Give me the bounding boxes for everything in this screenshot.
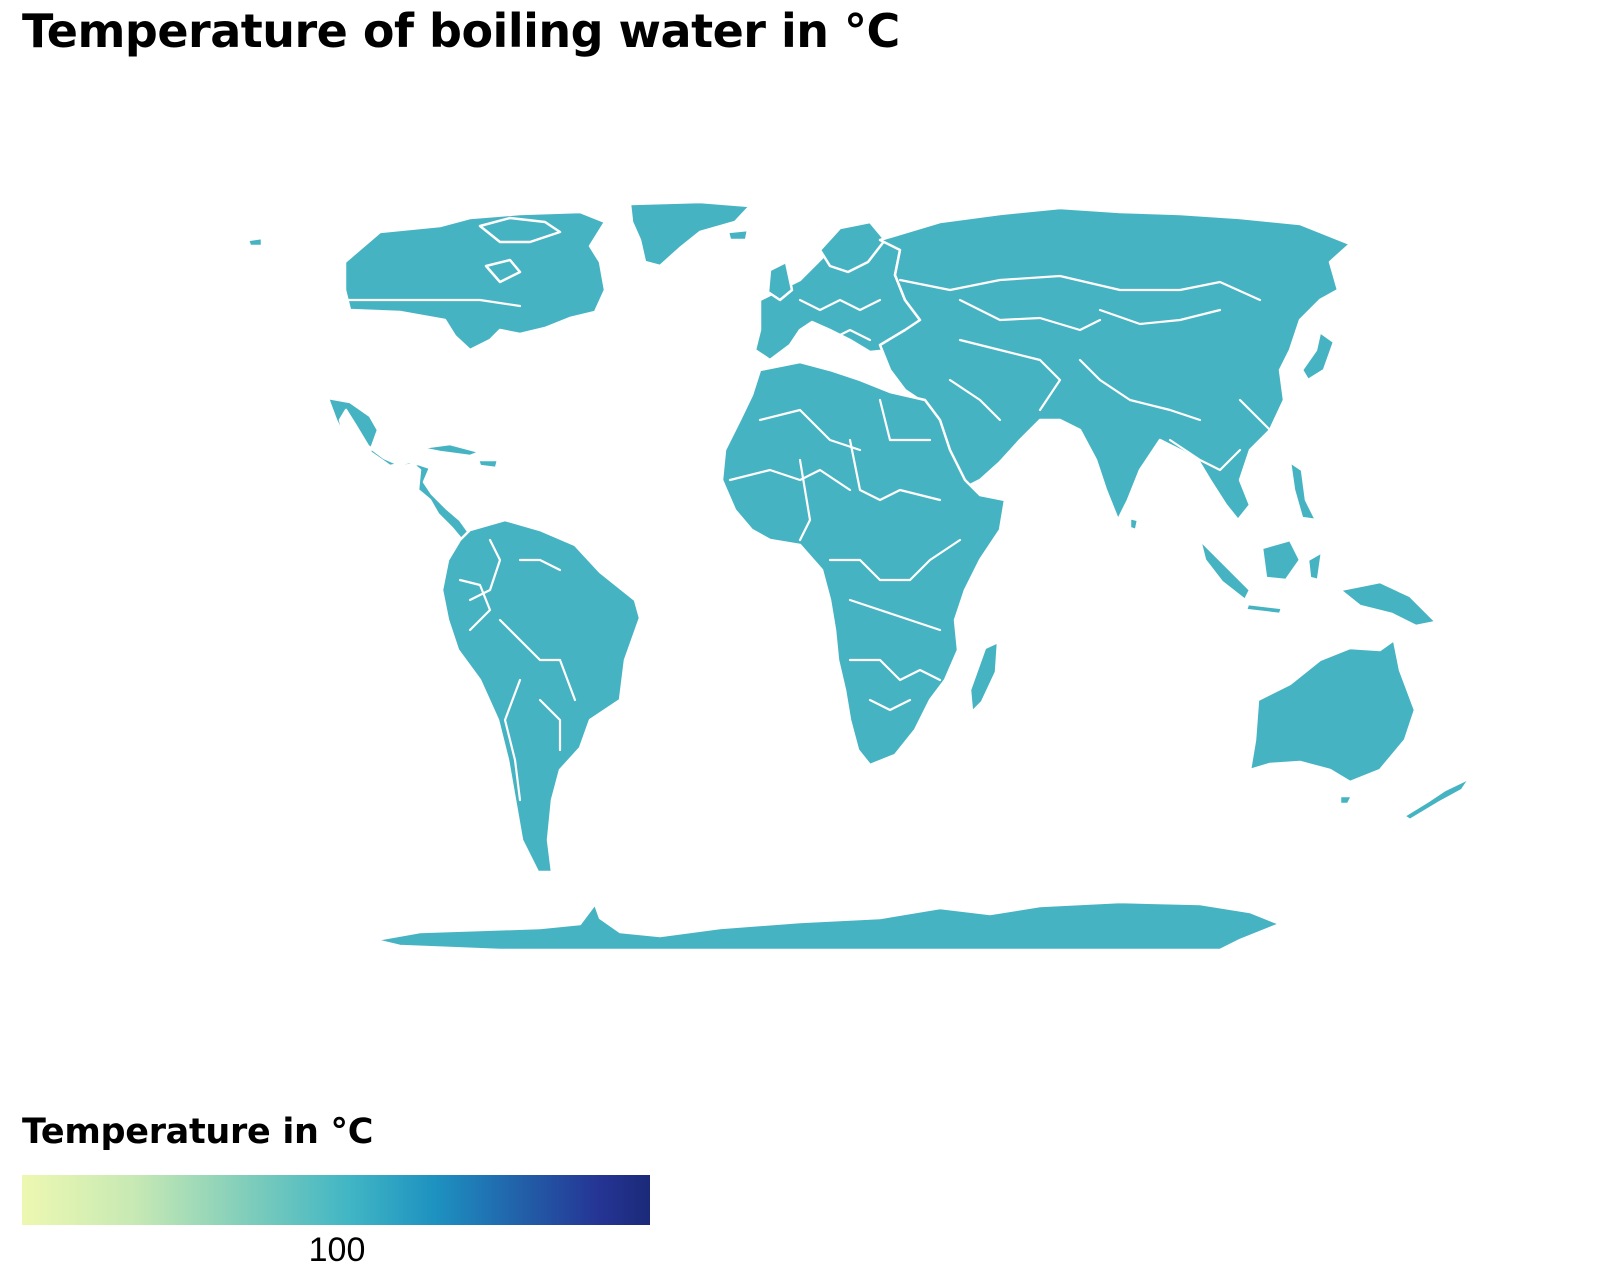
sumatra[interactable] [1198, 538, 1252, 602]
cuba[interactable] [418, 442, 482, 458]
arctic-islands[interactable] [478, 216, 562, 244]
scandinavia[interactable] [818, 220, 887, 274]
borneo[interactable] [1260, 538, 1302, 582]
hudson-bay-island[interactable] [484, 258, 522, 284]
new-zealand[interactable] [1402, 776, 1472, 822]
mexico-central-america[interactable] [326, 396, 472, 542]
uk-ireland[interactable] [766, 260, 794, 302]
tasmania[interactable] [1338, 794, 1354, 806]
sri-lanka[interactable] [1128, 516, 1140, 532]
legend-color-scale [22, 1175, 650, 1225]
antarctica[interactable] [373, 900, 1282, 952]
java[interactable] [1244, 602, 1284, 616]
legend-title: Temperature in °C [22, 1112, 374, 1152]
country-borders [343, 274, 1282, 802]
north-america-landmass[interactable] [343, 210, 607, 352]
sulawesi[interactable] [1306, 550, 1324, 582]
map-title: Temperature of boiling water in °C [22, 4, 900, 58]
japan[interactable] [1300, 330, 1336, 382]
asia-landmass[interactable] [878, 206, 1352, 522]
alaska-tip[interactable] [246, 236, 264, 248]
south-america-landmass[interactable] [440, 518, 642, 874]
legend-tick-label: 100 [308, 1231, 366, 1269]
new-guinea[interactable] [1338, 580, 1438, 628]
greenland[interactable] [628, 200, 752, 268]
madagascar[interactable] [968, 640, 1000, 714]
iceland[interactable] [726, 228, 750, 242]
philippines[interactable] [1288, 460, 1318, 522]
australia[interactable] [1248, 638, 1417, 784]
hispaniola[interactable] [476, 458, 500, 470]
